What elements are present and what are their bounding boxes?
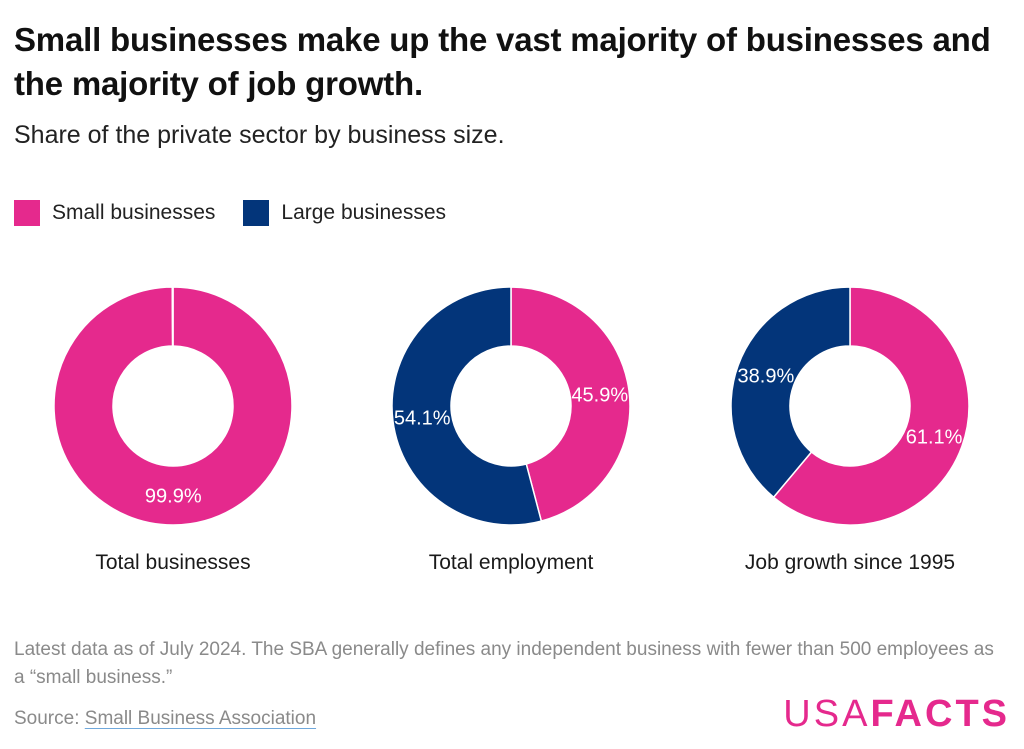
donut-job-growth-since-1995: 61.1% 38.9% Job growth since 1995 — [730, 286, 970, 574]
slice-total-businesses-large-businesses[interactable] — [171, 286, 174, 347]
slice-label-total-employment-large-businesses: 54.1% — [394, 407, 451, 429]
legend-swatch-small — [14, 200, 40, 226]
source-link[interactable]: Small Business Association — [84, 708, 317, 729]
chart-subtitle: Share of the private sector by business … — [14, 121, 505, 149]
chart-title: Small businesses make up the vast majori… — [14, 21, 991, 102]
donut-total-businesses: 99.9% Total businesses — [53, 286, 293, 574]
legend-label-small: Small businesses — [52, 201, 216, 224]
usafacts-logo[interactable]: USAFACTS — [783, 690, 1010, 738]
slice-total-employment-large-businesses[interactable] — [391, 286, 543, 526]
slice-total-employment-small-businesses[interactable] — [510, 286, 631, 522]
logo-facts: FACTS — [870, 693, 1010, 735]
source-line: Source: Small Business Association — [14, 705, 316, 733]
slice-job-growth-since-1995-small-businesses[interactable] — [772, 286, 970, 526]
slice-job-growth-since-1995-large-businesses[interactable] — [730, 286, 851, 499]
slice-total-businesses-small-businesses[interactable] — [53, 286, 293, 526]
slice-label-total-employment-small-businesses: 45.9% — [571, 385, 628, 407]
chart-caption-total-businesses: Total businesses — [95, 551, 250, 574]
chart-caption-total-employment: Total employment — [429, 551, 594, 574]
legend-item-small[interactable]: Small businesses — [14, 200, 215, 226]
donut-charts: 99.9% Total businesses 45.9% 54.1% Total emp… — [53, 286, 970, 574]
slice-label-total-businesses-small-businesses: 99.9% — [145, 485, 202, 507]
donut-total-employment: 45.9% 54.1% Total employment — [391, 286, 631, 574]
slice-label-job-growth-since-1995-small-businesses: 61.1% — [906, 427, 963, 449]
legend-item-large[interactable]: Large businesses — [243, 200, 446, 226]
source-prefix: Source: — [14, 708, 85, 729]
legend: Small businesses Large businesses — [14, 200, 474, 226]
logo-usa: USA — [783, 693, 871, 735]
legend-label-large: Large businesses — [281, 201, 447, 224]
chart-caption-job-growth-since-1995: Job growth since 1995 — [745, 551, 955, 574]
slice-label-job-growth-since-1995-large-businesses: 38.9% — [738, 365, 795, 387]
legend-swatch-large — [243, 200, 270, 226]
footnote: Latest data as of July 2024. The SBA gen… — [14, 639, 994, 688]
